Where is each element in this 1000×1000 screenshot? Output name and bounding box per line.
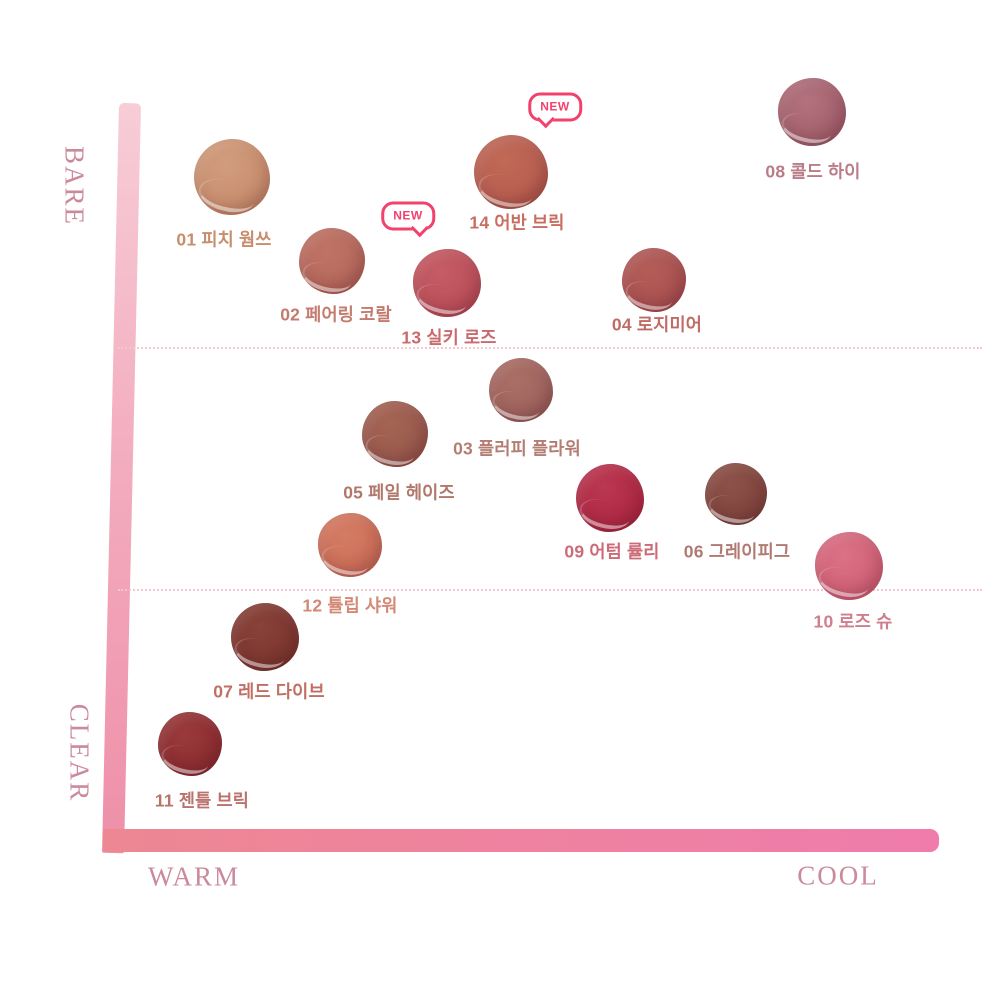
gloss-highlight-icon	[474, 168, 536, 212]
shade-label: 13 실키 로즈	[401, 327, 497, 348]
shade-label: 09 어텀 률리	[564, 541, 660, 562]
shade-swatch	[299, 228, 365, 297]
shade-label: 12 튤립 샤워	[302, 595, 398, 616]
gloss-highlight-icon	[622, 276, 676, 315]
row-divider-top	[118, 347, 982, 349]
gloss-highlight-icon	[231, 633, 289, 674]
shade-swatch	[194, 139, 270, 218]
shade-label: 08 콜드 하이	[765, 161, 861, 182]
x-axis-bar	[103, 829, 939, 852]
shade-swatch	[815, 532, 883, 603]
shade-swatch	[489, 358, 553, 425]
gloss-highlight-icon	[299, 257, 355, 297]
shade-swatch	[474, 135, 548, 212]
y-axis-label-bare: BARE	[59, 145, 90, 227]
new-badge: NEW	[528, 92, 582, 122]
shade-label: 03 플러피 플라워	[453, 438, 581, 459]
gloss-highlight-icon	[318, 541, 372, 580]
shade-swatch	[413, 249, 481, 320]
shade-label: 05 페일 헤이즈	[343, 482, 455, 503]
shade-swatch	[231, 603, 299, 674]
new-badge-label: NEW	[540, 99, 570, 114]
gloss-highlight-icon	[489, 386, 543, 425]
y-axis-label-clear: CLEAR	[64, 703, 95, 803]
x-axis-label-cool: COOL	[797, 860, 879, 891]
shade-swatch	[622, 248, 686, 315]
x-axis-label-warm: WARM	[147, 861, 241, 892]
gloss-highlight-icon	[158, 740, 212, 779]
shade-swatch	[576, 464, 644, 535]
shade-label: 11 젠틀 브릭	[154, 790, 250, 811]
gloss-highlight-icon	[705, 490, 758, 528]
shade-swatch	[318, 513, 382, 580]
new-badge: NEW	[381, 201, 435, 231]
shade-label: 07 레드 다이브	[213, 681, 325, 702]
shade-swatch	[778, 78, 846, 149]
shade-label: 04 로지미어	[611, 314, 703, 335]
gloss-highlight-icon	[576, 494, 634, 535]
shade-label: 14 어반 브릭	[469, 212, 565, 233]
gloss-highlight-icon	[194, 173, 258, 218]
shade-swatch	[158, 712, 222, 779]
shade-swatch	[362, 401, 428, 470]
gloss-highlight-icon	[815, 562, 873, 603]
gloss-highlight-icon	[362, 430, 418, 470]
shade-label: 02 페어링 코랄	[280, 304, 392, 325]
shade-label: 06 그레이피그	[683, 541, 791, 562]
shade-swatch	[705, 463, 767, 528]
shade-label: 10 로즈 슈	[813, 611, 893, 632]
shade-label: 01 피치 웜쓰	[176, 229, 272, 250]
new-badge-label: NEW	[393, 208, 423, 223]
row-divider-bottom	[118, 589, 982, 591]
gloss-highlight-icon	[413, 279, 471, 320]
gloss-highlight-icon	[778, 108, 836, 149]
